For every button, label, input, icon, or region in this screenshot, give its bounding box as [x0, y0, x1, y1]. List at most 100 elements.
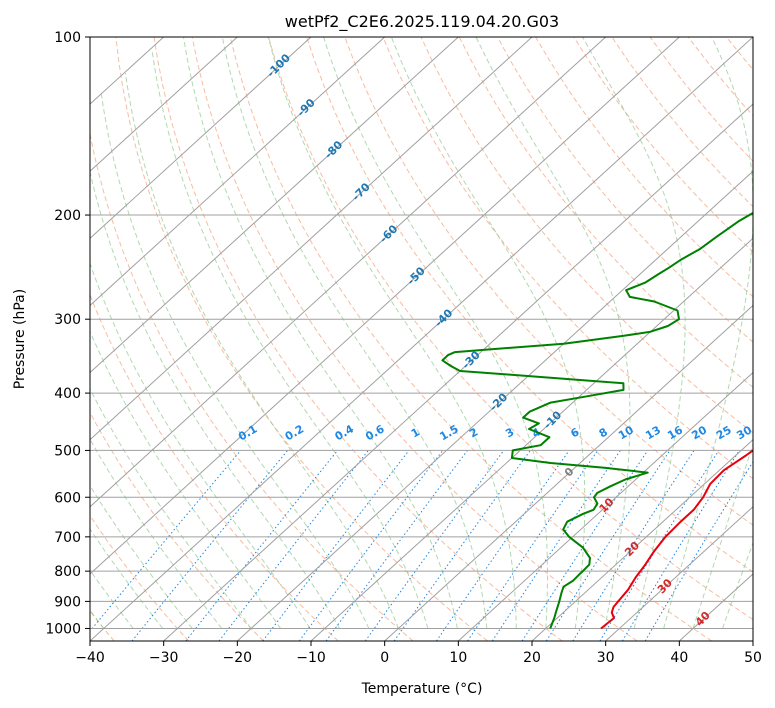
y-tick-label: 300 [54, 312, 81, 328]
isotherm-line [605, 506, 753, 641]
mixing-ratio-label: 13 [643, 423, 663, 442]
mixing-ratio-line [467, 450, 599, 641]
isotherm-line [236, 170, 753, 641]
dry-adiabat-line [153, 37, 563, 641]
isotherm-line [90, 37, 238, 172]
x-tick-label: 10 [449, 650, 467, 666]
mixing-ratio-line [262, 450, 410, 641]
moist-adiabat-line [124, 72, 399, 629]
moist-adiabat-line [183, 37, 458, 629]
dry-adiabat-line [191, 37, 638, 641]
dry-adiabat-line [649, 37, 753, 162]
dry-adiabat-line [344, 37, 753, 526]
mixing-ratio-label: 10 [616, 423, 636, 442]
moist-adiabat-line [722, 541, 753, 629]
moist-adiabat-line [323, 37, 548, 629]
dry-adiabat-line [535, 37, 753, 298]
moist-adiabat-line [90, 438, 222, 629]
isotherm-line [90, 37, 459, 374]
isotherm-line [90, 37, 607, 508]
isotherm-line [90, 37, 386, 307]
mixing-ratio-line [572, 450, 695, 641]
moist-adiabat-line [90, 528, 164, 629]
x-tick-label: −30 [149, 650, 179, 666]
mixing-ratio-line [185, 450, 338, 641]
x-axis-title: Temperature (°C) [361, 681, 483, 697]
x-tick-label: −20 [223, 650, 253, 666]
moist-adiabat-line [90, 169, 340, 629]
moist-adiabat-line [221, 37, 488, 629]
chart-title: wetPf2_C2E6.2025.119.04.20.G03 [285, 12, 559, 32]
dry-adiabat-line [115, 37, 488, 641]
mixing-ratio-line [131, 450, 288, 641]
mixing-ratio-label: 1 [409, 425, 422, 440]
y-tick-label: 100 [54, 30, 81, 46]
x-tick-label: 50 [744, 650, 762, 666]
moist-adiabat-line [90, 261, 311, 629]
y-axis: 1000 900 800 700 600 500 400 300 200 100 [45, 30, 90, 637]
background-lines [90, 37, 775, 641]
mixing-ratio-line [545, 450, 671, 641]
dry-adiabat-line [90, 411, 264, 641]
mixing-ratio-label: 3 [503, 425, 516, 440]
isotherm-line [310, 237, 753, 641]
isotherm-line [384, 304, 753, 641]
mixing-ratio-line [491, 450, 621, 641]
isotherm-line [531, 438, 753, 641]
y-tick-label: 900 [54, 594, 81, 610]
isotherm-line [752, 640, 753, 641]
mixing-ratio-line [325, 450, 468, 641]
mixing-ratio-line [521, 450, 649, 641]
isotherm-line [90, 37, 753, 641]
mixing-ratio-label: 25 [714, 423, 734, 442]
moist-adiabat-line [582, 37, 686, 629]
mixing-ratio-line [298, 450, 444, 641]
mixing-ratio-label: 36 [755, 423, 775, 442]
mixing-ratio-line [435, 450, 570, 641]
isotherm-line [90, 37, 680, 575]
mixing-ratio-label: 20 [689, 423, 709, 442]
dewpoint-profile-line [441, 211, 753, 629]
moist-adiabat-line [90, 387, 252, 629]
x-tick-label: 0 [380, 650, 389, 666]
mixing-ratio-label: 0.1 [236, 422, 259, 443]
moist-adiabat-line [663, 37, 753, 629]
dry-adiabat-line [687, 37, 753, 117]
dry-adiabat-line [496, 37, 753, 343]
dry-adiabat-line [90, 131, 414, 641]
mixing-ratio-line [218, 450, 369, 641]
x-tick-label: 40 [670, 650, 688, 666]
y-axis-title: Pressure (hPa) [12, 289, 28, 389]
mixing-ratio-label: 2 [467, 425, 480, 440]
moist-adiabat-line [267, 37, 517, 629]
moist-adiabat-line [100, 94, 370, 629]
profile-series [441, 211, 753, 630]
plot-frame [89, 36, 754, 642]
y-tick-label: 700 [54, 530, 81, 546]
isotherm-line [90, 37, 312, 240]
y-tick-label: 200 [54, 208, 81, 224]
temperature-profile-line [600, 449, 753, 630]
mixing-ratio-label: 0.2 [283, 422, 306, 443]
moist-adiabat-line [692, 443, 753, 629]
x-axis: −40 −30 −20 −10 0 10 20 30 40 50 [75, 641, 762, 666]
moist-adiabat-line [151, 49, 429, 629]
line-labels: -100-90-80-70-60-50-40-30-20-10010203040… [236, 51, 775, 629]
isotherm-line [163, 103, 753, 641]
y-tick-label: 1000 [45, 621, 81, 637]
mixing-ratio-line [90, 450, 242, 632]
isotherm-line [90, 37, 533, 441]
x-tick-label: 30 [597, 650, 615, 666]
y-tick-label: 600 [54, 490, 81, 506]
dry-adiabat-line [765, 37, 775, 641]
y-tick-label: 800 [54, 564, 81, 580]
moist-adiabat-line [90, 484, 193, 629]
y-tick-label: 500 [54, 443, 81, 459]
dry-adiabat-line [268, 37, 753, 621]
x-tick-label: 20 [523, 650, 541, 666]
mixing-ratio-label: 16 [665, 423, 685, 442]
dry-adiabat-line [420, 37, 753, 434]
mixing-ratio-label: 0.4 [333, 422, 357, 443]
mixing-ratio-line [364, 450, 505, 641]
